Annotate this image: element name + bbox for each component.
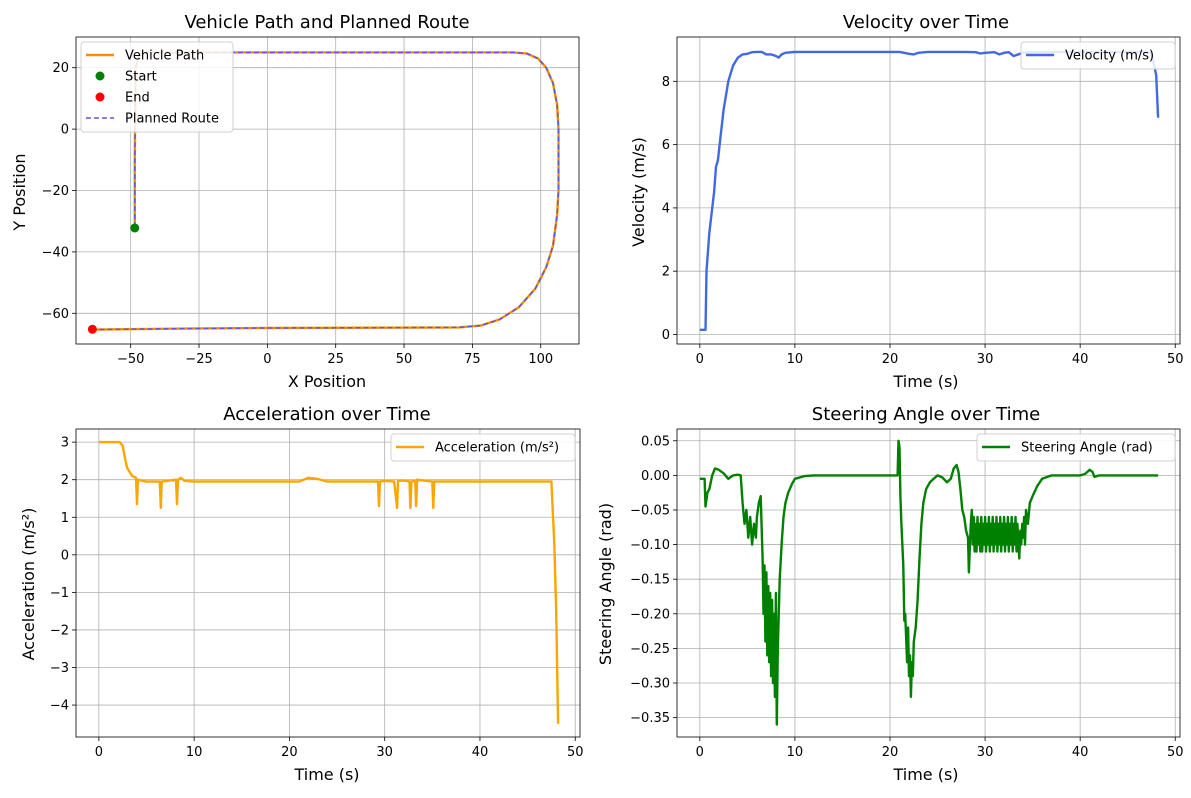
steering-xtick-label: 40 xyxy=(1072,745,1089,760)
steering-legend-label: Steering Angle (rad) xyxy=(1021,441,1153,456)
path-ytick-label: −40 xyxy=(42,245,69,260)
accel-ylabel: Acceleration (m/s²) xyxy=(19,508,38,661)
accel-xtick-label: 0 xyxy=(95,745,103,760)
steering-axes: 0 10 20 30 40 50 −0.35 −0.30 −0.25 −0.20 −0.15 −0.1… xyxy=(630,428,1184,760)
path-legend-swatch xyxy=(95,92,105,102)
velocity-xtick-label: 30 xyxy=(977,352,994,367)
path-legend-swatch xyxy=(95,71,105,81)
path-xtick-label: 75 xyxy=(464,352,481,367)
path-legend-box xyxy=(80,41,234,133)
accel-title: Acceleration over Time xyxy=(223,404,430,425)
steering-xtick-label: 50 xyxy=(1167,745,1184,760)
velocity-ytick-label: 2 xyxy=(662,265,670,280)
accel-ytick-label: 3 xyxy=(61,436,69,451)
path-xtick-label: 25 xyxy=(327,352,344,367)
accel-frame xyxy=(75,428,581,738)
path-xtick-label: −25 xyxy=(185,352,212,367)
velocity-series-line xyxy=(699,50,1160,331)
steering-ylabel: Steering Angle (rad) xyxy=(596,503,615,665)
steering-ytick-label: 0.00 xyxy=(641,469,670,484)
steering-ytick-label: −0.05 xyxy=(630,503,670,518)
accel-legend: Acceleration (m/s²) xyxy=(390,433,576,462)
velocity-ylabel: Velocity (m/s) xyxy=(629,137,648,247)
velocity-xtick-label: 0 xyxy=(696,352,704,367)
velocity-ytick-label: 4 xyxy=(662,201,670,216)
subplot-path: Vehicle Path and Planned Route X Positio… xyxy=(10,12,470,391)
path-title: Vehicle Path and Planned Route xyxy=(184,12,469,33)
steering-series-line xyxy=(699,439,1159,726)
subplot-steering: Steering Angle over Time Time (s) Steeri… xyxy=(596,404,1040,784)
velocity-frame xyxy=(676,36,1181,345)
path-xtick-label: 0 xyxy=(263,352,271,367)
accel-xtick-label: 30 xyxy=(376,745,393,760)
steering-xtick-label: 20 xyxy=(882,745,899,760)
accel-ytick-label: −1 xyxy=(50,586,69,601)
velocity-xlabel: Time (s) xyxy=(892,372,958,391)
steering-xtick-label: 30 xyxy=(977,745,994,760)
velocity-ytick-label: 6 xyxy=(662,138,670,153)
accel-series-line xyxy=(98,440,560,724)
accel-ytick-label: −4 xyxy=(50,699,69,714)
accel-ytick-label: 2 xyxy=(61,473,69,488)
steering-xtick-label: 10 xyxy=(787,745,804,760)
path-marker-start xyxy=(130,223,140,233)
accel-ytick-label: 0 xyxy=(61,548,69,563)
steering-title: Steering Angle over Time xyxy=(812,404,1040,425)
steering-legend: Steering Angle (rad) xyxy=(976,433,1176,462)
path-legend-label: Start xyxy=(125,70,157,85)
accel-ytick-label: −2 xyxy=(50,623,69,638)
velocity-xtick-label: 20 xyxy=(882,352,899,367)
velocity-ytick-label: 8 xyxy=(662,75,670,90)
steering-legend-box xyxy=(976,433,1176,462)
accel-ytick-label: −3 xyxy=(50,661,69,676)
velocity-axes: 0 10 20 30 40 50 0 2 4 6 8 Velocity (m/s) xyxy=(662,36,1184,367)
velocity-title: Velocity over Time xyxy=(843,12,1009,33)
path-legend: Vehicle Path Start End Planned Route xyxy=(80,41,234,133)
path-ytick-label: −20 xyxy=(42,184,69,199)
accel-xtick-label: 40 xyxy=(472,745,489,760)
accel-legend-label: Acceleration (m/s²) xyxy=(435,441,559,456)
steering-ytick-label: −0.25 xyxy=(630,642,670,657)
velocity-ytick-label: 0 xyxy=(662,328,670,343)
velocity-xtick-label: 10 xyxy=(787,352,804,367)
path-legend-label: Vehicle Path xyxy=(125,49,204,64)
path-legend-label: Planned Route xyxy=(125,112,219,127)
path-xtick-label: −50 xyxy=(117,352,144,367)
path-marker-end xyxy=(87,324,97,334)
steering-xlabel: Time (s) xyxy=(892,765,958,784)
velocity-legend-box xyxy=(1020,41,1176,70)
path-ytick-label: 20 xyxy=(52,61,69,76)
path-ylabel: Y Position xyxy=(10,153,29,231)
accel-xtick-label: 50 xyxy=(567,745,584,760)
steering-ytick-label: −0.20 xyxy=(630,607,670,622)
velocity-xtick-label: 40 xyxy=(1072,352,1089,367)
velocity-legend: Velocity (m/s) xyxy=(1020,41,1176,70)
accel-axes: 0 10 20 30 40 50 −4 −3 −2 −1 0 1 2 3 Acceleration (m/s… xyxy=(50,428,584,760)
steering-ytick-label: −0.10 xyxy=(630,538,670,553)
accel-legend-box xyxy=(390,433,576,462)
steering-ytick-label: −0.35 xyxy=(630,711,670,726)
steering-frame xyxy=(676,428,1181,738)
steering-ytick-label: −0.30 xyxy=(630,677,670,692)
velocity-xtick-label: 50 xyxy=(1167,352,1184,367)
steering-ytick-label: 0.05 xyxy=(641,434,670,449)
steering-ytick-label: −0.15 xyxy=(630,573,670,588)
path-frame xyxy=(75,36,580,345)
accel-xtick-label: 10 xyxy=(186,745,203,760)
path-axes: −50 −25 0 25 50 75 100 −60 −40 −20 0 20 Vehicle Path… xyxy=(42,36,580,367)
path-legend-label: End xyxy=(125,91,150,106)
path-xtick-label: 50 xyxy=(396,352,413,367)
path-ytick-label: 0 xyxy=(61,123,69,138)
steering-xtick-label: 0 xyxy=(696,745,704,760)
accel-xtick-label: 20 xyxy=(281,745,298,760)
accel-ytick-label: 1 xyxy=(61,511,69,526)
path-xtick-label: 100 xyxy=(528,352,553,367)
velocity-legend-label: Velocity (m/s) xyxy=(1065,49,1154,64)
path-ytick-label: −60 xyxy=(42,307,69,322)
accel-xlabel: Time (s) xyxy=(293,765,359,784)
path-xlabel: X Position xyxy=(288,372,366,391)
subplot-velocity: Velocity over Time Time (s) Velocity (m/… xyxy=(629,12,1009,391)
subplot-acceleration: Acceleration over Time Time (s) Accelera… xyxy=(19,404,431,784)
